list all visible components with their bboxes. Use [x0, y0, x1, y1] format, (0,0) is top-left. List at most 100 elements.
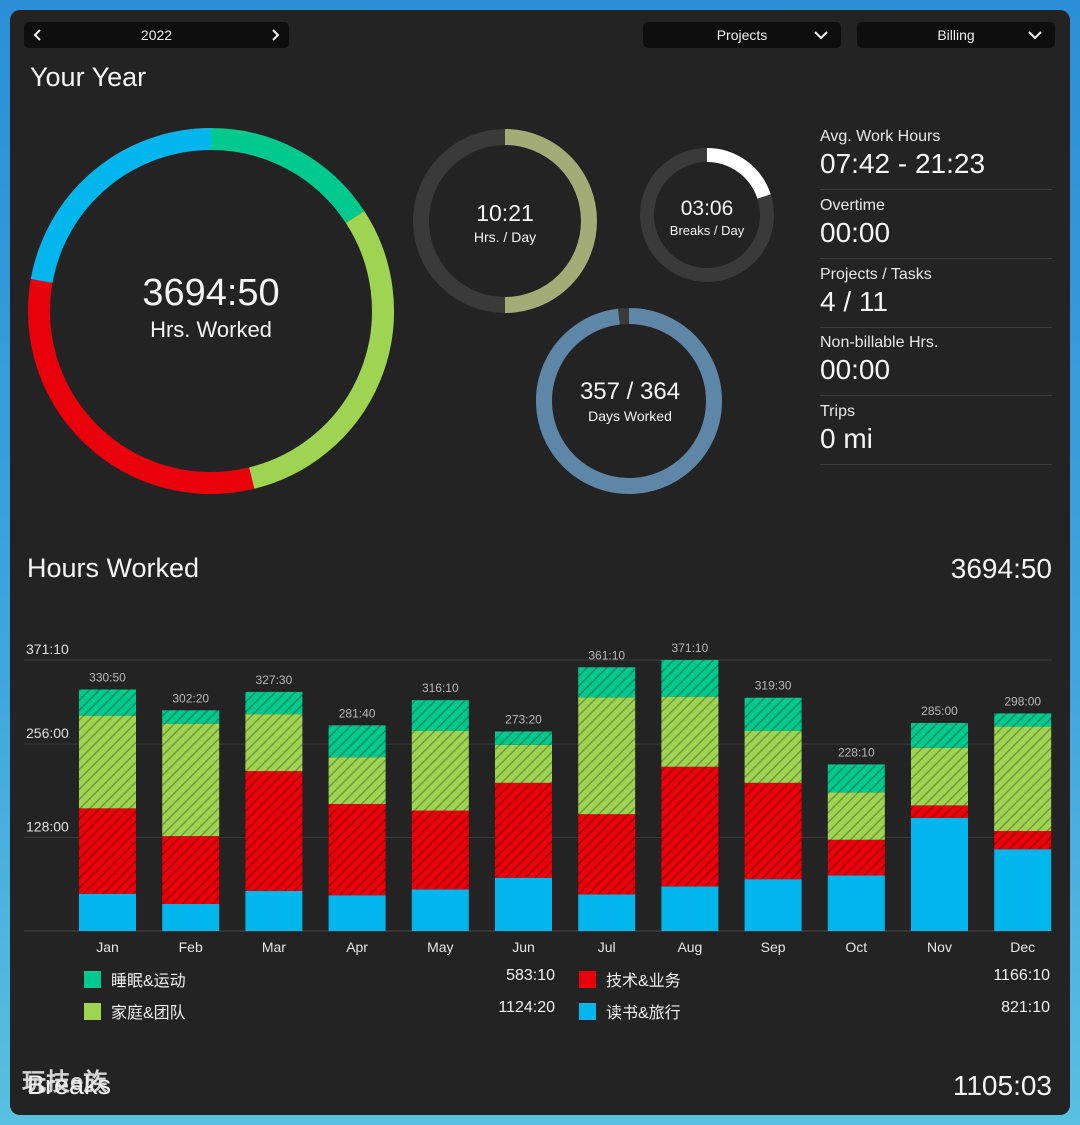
bar-segment	[328, 725, 386, 758]
days-worked-summary: 357 / 364 Days Worked	[565, 378, 695, 424]
bar-segment	[79, 808, 136, 894]
stat-overtime: Overtime 00:00	[820, 197, 1052, 259]
legend-total: 583:10	[506, 967, 555, 984]
hours-worked-summary: 3694:50 Hrs. Worked	[111, 272, 311, 343]
bar-segment	[79, 689, 136, 716]
breaks-per-day-value: 03:06	[680, 197, 734, 220]
bar-segment	[162, 710, 220, 724]
breaks-per-day-summary: 03:06 Breaks / Day	[657, 197, 757, 238]
stat-avg-work-hours: Avg. Work Hours 07:42 - 21:23	[820, 128, 1052, 190]
stat-label: Avg. Work Hours	[820, 128, 941, 145]
hours-per-day-summary: 10:21 Hrs. / Day	[445, 200, 565, 245]
chevron-right-icon[interactable]	[267, 27, 283, 43]
bar-segment	[661, 660, 719, 697]
legend-item-reading-travel: 读书&旅行	[579, 999, 681, 1023]
legend-item-tech-business: 技术&业务	[579, 967, 681, 991]
projects-dropdown[interactable]: Projects	[643, 22, 841, 48]
bar-segment	[162, 903, 220, 931]
legend-swatch	[579, 970, 596, 988]
hours-per-day-value: 10:21	[476, 200, 534, 226]
breaks-per-day-label: Breaks / Day	[669, 223, 745, 238]
bar-segment	[661, 766, 719, 887]
x-tick-label: Dec	[1010, 939, 1035, 955]
ring-segment	[504, 129, 597, 313]
bar-segment	[827, 875, 885, 931]
legend-item-family-team: 家庭&团队	[84, 999, 186, 1023]
bar-segment	[827, 792, 885, 840]
bar-segment	[328, 895, 386, 931]
bar-segment	[994, 726, 1052, 831]
bar-segment	[661, 696, 719, 767]
legend-item-sleep-exercise: 睡眠&运动	[84, 967, 186, 991]
bar-segment	[827, 839, 885, 876]
stat-label: Non-billable Hrs.	[820, 334, 939, 351]
hours-per-day-label: Hrs. / Day	[473, 229, 537, 245]
hours-worked-value: 3694:50	[142, 272, 280, 314]
x-tick-label: Apr	[346, 939, 368, 955]
bar-segment	[79, 893, 136, 931]
legend-swatch	[579, 1002, 596, 1020]
bar-segment	[578, 894, 636, 931]
bar-segment	[911, 817, 968, 931]
bar-segment	[578, 667, 636, 698]
stat-value: 0 mi	[820, 423, 873, 454]
hours-worked-label: Hrs. Worked	[150, 317, 272, 342]
bar-segment	[328, 757, 386, 804]
legend-total: 1166:10	[993, 967, 1050, 984]
ring-segment	[536, 308, 722, 494]
stat-value: 00:00	[820, 217, 891, 248]
bar-segment	[411, 700, 469, 731]
hours-worked-total: 3694:50	[950, 553, 1052, 584]
bar-segment	[79, 715, 136, 809]
bar-total-label: 361:10	[588, 648, 625, 662]
projects-dropdown-label: Projects	[716, 27, 768, 43]
billing-dropdown[interactable]: Billing	[857, 22, 1055, 48]
breaks-title: Breaks	[27, 1070, 112, 1100]
ring-segment	[249, 211, 394, 489]
bar-segment	[827, 764, 885, 793]
y-tick-label: 371:10	[26, 641, 69, 657]
y-tick-label: 256:00	[26, 725, 69, 741]
bar-segment	[911, 805, 968, 818]
chevron-left-icon[interactable]	[30, 27, 46, 43]
x-tick-label: May	[427, 939, 453, 955]
legend-swatch	[84, 970, 101, 988]
bar-total-label: 371:10	[672, 641, 709, 655]
x-tick-label: Oct	[845, 939, 867, 955]
bar-segment	[744, 879, 802, 931]
bar-segment	[744, 730, 802, 783]
bar-segment	[162, 723, 220, 837]
bar-total-label: 285:00	[921, 704, 958, 718]
ring-segment	[30, 128, 212, 283]
legend-label: 家庭&团队	[111, 1005, 186, 1022]
your-year-title: Your Year	[30, 62, 147, 92]
bar-total-label: 327:30	[256, 673, 293, 687]
bar-segment	[495, 731, 552, 745]
bar-segment	[328, 803, 386, 896]
bar-segment	[911, 722, 968, 748]
bar-total-label: 302:20	[172, 691, 209, 705]
stat-value: 4 / 11	[820, 286, 888, 317]
app-window: 2022 Projects Billing Your Year 3694:50 …	[10, 10, 1070, 1115]
bar-segment	[994, 849, 1052, 931]
legend-total: 1124:20	[498, 999, 555, 1016]
bar-segment	[245, 691, 303, 715]
bar-segment	[495, 782, 552, 878]
year-picker: 2022	[24, 22, 289, 48]
bar-segment	[994, 713, 1052, 727]
watermark-text: 玩技e族	[22, 1069, 108, 1096]
bar-segment	[411, 810, 469, 890]
bar-total-label: 273:20	[505, 712, 542, 726]
chevron-down-icon	[814, 31, 828, 40]
bar-segment	[495, 744, 552, 783]
x-tick-label: Sep	[761, 939, 786, 955]
x-tick-label: Nov	[927, 939, 952, 955]
bar-total-label: 298:00	[1004, 694, 1041, 708]
ring-segment	[210, 128, 365, 224]
rings-canvas	[28, 128, 774, 494]
bar-segment	[245, 714, 303, 772]
breaks-per-day-ring	[640, 148, 774, 282]
bar-total-label: 330:50	[89, 670, 126, 684]
year-label: 2022	[140, 27, 173, 43]
bar-total-label: 228:10	[838, 745, 875, 759]
